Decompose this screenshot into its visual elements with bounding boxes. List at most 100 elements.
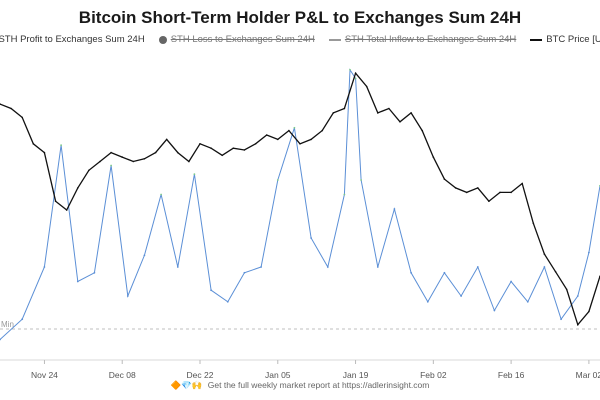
btc-price-point bbox=[254, 143, 257, 145]
footer-note: 🔶💎🙌 Get the full weekly market report at… bbox=[0, 380, 600, 391]
btc-price-point bbox=[543, 253, 546, 255]
sth-profit-point bbox=[360, 179, 362, 181]
x-tick-label: Feb 02 bbox=[420, 370, 447, 380]
btc-price-point bbox=[343, 107, 346, 110]
btc-price-point bbox=[0, 103, 1, 105]
x-tick-label: Dec 08 bbox=[109, 370, 136, 380]
legend-item-btc-price[interactable]: BTC Price [USD] bbox=[530, 34, 600, 45]
btc-price-point bbox=[410, 112, 412, 114]
btc-price-line bbox=[0, 71, 600, 327]
sth-profit-point bbox=[21, 318, 24, 321]
btc-price-point bbox=[399, 121, 401, 123]
btc-price-point bbox=[532, 222, 535, 224]
btc-price-point bbox=[77, 187, 79, 189]
legend-swatch-line-icon bbox=[328, 38, 341, 41]
btc-price-point bbox=[365, 85, 368, 88]
legend-label: STH Loss to Exchanges Sum 24H bbox=[170, 34, 315, 45]
x-axis-ticks: Nov 24 Dec 08 Dec 22 Jan 05 Jan 19 Feb 02 Feb … bbox=[31, 360, 600, 380]
sth-profit-point bbox=[210, 289, 213, 292]
btc-price-point bbox=[299, 143, 301, 145]
btc-price-point bbox=[43, 151, 46, 154]
btc-price-point bbox=[143, 158, 146, 160]
x-tick-label: Dec 22 bbox=[187, 370, 214, 380]
sth-profit-point bbox=[176, 266, 179, 268]
sth-profit-point bbox=[0, 338, 1, 341]
sth-profit-point bbox=[376, 266, 379, 268]
sth-profit-point bbox=[543, 266, 546, 268]
btc-price-point bbox=[210, 147, 212, 149]
sth-profit-point bbox=[226, 300, 229, 303]
x-tick-label: Jan 19 bbox=[343, 370, 369, 380]
sth-profit-point bbox=[276, 179, 279, 181]
sth-profit-point bbox=[60, 144, 62, 147]
sth-profit-point bbox=[126, 295, 129, 297]
legend-item-sth-profit[interactable]: STH Profit to Exchanges Sum 24H bbox=[0, 34, 145, 45]
legend-swatch-dot-icon bbox=[158, 35, 167, 44]
sth-profit-point bbox=[110, 164, 112, 167]
btc-price-point bbox=[99, 160, 101, 163]
sth-profit-point bbox=[393, 208, 396, 210]
btc-price-point bbox=[177, 151, 179, 154]
footer-text: Get the full weekly market report at htt… bbox=[207, 380, 430, 390]
sth-profit-point bbox=[476, 266, 479, 268]
x-tick-label: Jan 05 bbox=[265, 370, 291, 380]
legend-item-sth-loss[interactable]: STH Loss to Exchanges Sum 24H bbox=[158, 34, 315, 45]
sth-profit-point bbox=[293, 126, 296, 129]
btc-price-point bbox=[388, 107, 390, 110]
sth-profit-point bbox=[410, 271, 412, 274]
btc-price-point bbox=[277, 138, 279, 141]
btc-price-point bbox=[54, 200, 57, 202]
sth-profit-point bbox=[588, 251, 590, 254]
btc-price-point bbox=[110, 151, 112, 154]
btc-price-point bbox=[199, 143, 201, 145]
sth-profit-point bbox=[143, 254, 146, 257]
btc-price-point bbox=[321, 129, 324, 132]
sth-profit-point bbox=[243, 271, 246, 274]
btc-price-point bbox=[154, 151, 157, 154]
btc-price-point bbox=[88, 169, 90, 172]
sth-profit-point bbox=[193, 173, 196, 176]
btc-price-point bbox=[488, 200, 490, 202]
btc-price-point bbox=[565, 288, 568, 291]
sth-profit-point bbox=[326, 266, 329, 268]
btc-price-point bbox=[354, 72, 357, 74]
btc-price-point bbox=[132, 160, 135, 163]
btc-price-point bbox=[454, 187, 457, 189]
btc-price-point bbox=[377, 112, 379, 114]
btc-price-point bbox=[21, 116, 24, 119]
chart-title: Bitcoin Short-Term Holder P&L to Exchang… bbox=[78, 8, 522, 27]
btc-price-point bbox=[65, 209, 68, 211]
sth-profit-point bbox=[343, 193, 346, 196]
sth-profit-point bbox=[426, 300, 429, 303]
btc-price-point bbox=[421, 129, 424, 132]
sth-profit-point bbox=[354, 77, 357, 80]
btc-price-point bbox=[265, 134, 268, 136]
sth-profit-point bbox=[493, 309, 496, 312]
sth-profit-point bbox=[43, 266, 46, 268]
sth-profit-point bbox=[310, 237, 312, 239]
btc-price-point bbox=[288, 129, 290, 132]
chart-legend: STH Profit to Exchanges Sum 24H STH Loss… bbox=[0, 34, 600, 45]
btc-price-point bbox=[443, 178, 446, 180]
btc-price-point bbox=[188, 160, 190, 163]
btc-price-point bbox=[32, 143, 35, 145]
x-tick-label: Mar 02 bbox=[576, 370, 600, 380]
btc-price-point bbox=[310, 138, 312, 141]
sth-profit-point bbox=[349, 68, 351, 71]
btc-price-point bbox=[10, 107, 12, 110]
btc-price-point bbox=[232, 147, 235, 149]
btc-price-point bbox=[499, 191, 501, 194]
sth-profit-line bbox=[0, 68, 600, 340]
sth-profit-point bbox=[260, 266, 262, 268]
sth-profit-point bbox=[76, 280, 79, 283]
sth-profit-point bbox=[443, 271, 446, 274]
legend-item-sth-total-inflow[interactable]: STH Total Inflow to Exchanges Sum 24H bbox=[328, 34, 516, 45]
btc-price-point bbox=[577, 323, 579, 326]
x-tick-label: Feb 16 bbox=[498, 370, 525, 380]
btc-price-point bbox=[588, 310, 590, 313]
btc-price-point bbox=[465, 191, 468, 194]
sth-profit-series bbox=[0, 68, 600, 341]
sth-profit-point bbox=[160, 193, 163, 196]
